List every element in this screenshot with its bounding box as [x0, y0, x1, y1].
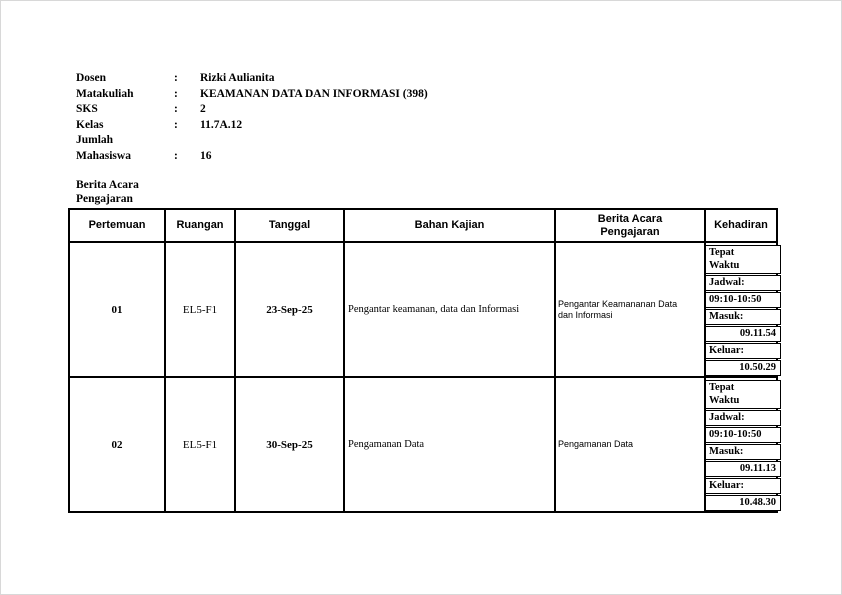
info-label-mahasiswa: Mahasiswa: [76, 149, 131, 162]
berita-acara-text: Pengantar Keamananan Data dan Informasi: [558, 298, 678, 320]
info-colon: :: [174, 72, 178, 84]
attendance-jadwal-label: Jadwal:: [705, 275, 781, 291]
info-colon: [174, 133, 200, 149]
berita-acara-table: Pertemuan Ruangan Tanggal Bahan Kajian B…: [68, 208, 781, 513]
info-colon: :: [174, 118, 178, 131]
info-label-kelas: Kelas: [76, 118, 104, 131]
attendance-status: Tepat Waktu: [705, 245, 781, 274]
info-value-matakuliah: KEAMANAN DATA DAN INFORMASI (398): [200, 87, 428, 100]
info-label-matakuliah: Matakuliah: [76, 87, 134, 100]
header-ruangan: Ruangan: [164, 208, 236, 243]
header-label: Tanggal: [268, 219, 311, 231]
attendance-jadwal-value: 09:10-10:50: [705, 292, 781, 308]
header-kehadiran: Kehadiran: [704, 208, 778, 243]
header-label: Bahan Kajian: [414, 219, 485, 231]
cell-tanggal: 23-Sep-25: [234, 241, 345, 378]
cell-pertemuan: 02: [68, 376, 166, 513]
info-colon: :: [174, 149, 178, 162]
info-value-dosen: Rizki Aulianita: [200, 72, 275, 84]
info-value-sks: 2: [200, 103, 206, 116]
cell-ruangan: EL5-F1: [164, 376, 236, 513]
header-pertemuan: Pertemuan: [68, 208, 166, 243]
header-label: Berita Acara Pengajaran: [597, 212, 663, 238]
cell-ruangan: EL5-F1: [164, 241, 236, 378]
section-title: Berita Acara Pengajaran: [76, 179, 139, 205]
attendance-jadwal-value: 09:10-10:50: [705, 427, 781, 443]
info-label-sks: SKS: [76, 103, 98, 116]
attendance-keluar-value: 10.50.29: [705, 360, 781, 376]
attendance-masuk-label: Masuk:: [705, 309, 781, 325]
attendance-jadwal-label: Jadwal:: [705, 410, 781, 426]
cell-kehadiran: Tepat Waktu Jadwal: 09:10-10:50 Masuk: 0…: [704, 376, 781, 513]
table-row: 02 EL5-F1 30-Sep-25 Pengamanan Data Peng…: [68, 376, 781, 513]
attendance-masuk-label: Masuk:: [705, 444, 781, 460]
cell-bahan-kajian: Pengantar keamanan, data dan Informasi: [343, 241, 556, 378]
berita-acara-text: Pengamanan Data: [558, 439, 634, 449]
attendance-stack: Tepat Waktu Jadwal: 09:10-10:50 Masuk: 0…: [705, 245, 781, 376]
attendance-keluar-label: Keluar:: [705, 478, 781, 494]
cell-pertemuan: 01: [68, 241, 166, 378]
info-colon: :: [174, 87, 178, 100]
info-value-jumlah: [200, 133, 428, 149]
attendance-masuk-value: 09.11.13: [705, 461, 781, 477]
cell-berita-acara: Pengantar Keamananan Data dan Informasi: [554, 241, 706, 378]
cell-tanggal: 30-Sep-25: [234, 376, 345, 513]
header-bahan-kajian: Bahan Kajian: [343, 208, 556, 243]
info-value-kelas: 11.7A.12: [200, 118, 243, 131]
header-tanggal: Tanggal: [234, 208, 345, 243]
info-label-jumlah: Jumlah: [76, 134, 114, 147]
info-colon: :: [174, 103, 178, 116]
cell-bahan-kajian: Pengamanan Data: [343, 376, 556, 513]
attendance-keluar-value: 10.48.30: [705, 495, 781, 511]
cell-berita-acara: Pengamanan Data: [554, 376, 706, 513]
info-value-mahasiswa: 16: [200, 149, 212, 162]
table-row: 01 EL5-F1 23-Sep-25 Pengantar keamanan, …: [68, 241, 781, 378]
course-info-block: Dosen : Rizki Aulianita Matakuliah : KEA…: [76, 71, 428, 165]
header-label: Pertemuan: [88, 219, 146, 231]
header-label: Ruangan: [176, 219, 224, 231]
table-header-row: Pertemuan Ruangan Tanggal Bahan Kajian B…: [68, 208, 778, 243]
info-label-dosen: Dosen: [76, 72, 107, 84]
header-label: Kehadiran: [714, 219, 768, 231]
attendance-status: Tepat Waktu: [705, 380, 781, 409]
attendance-masuk-value: 09.11.54: [705, 326, 781, 342]
attendance-stack: Tepat Waktu Jadwal: 09:10-10:50 Masuk: 0…: [705, 380, 781, 511]
attendance-keluar-label: Keluar:: [705, 343, 781, 359]
cell-kehadiran: Tepat Waktu Jadwal: 09:10-10:50 Masuk: 0…: [704, 241, 781, 378]
header-berita-acara: Berita Acara Pengajaran: [554, 208, 706, 243]
